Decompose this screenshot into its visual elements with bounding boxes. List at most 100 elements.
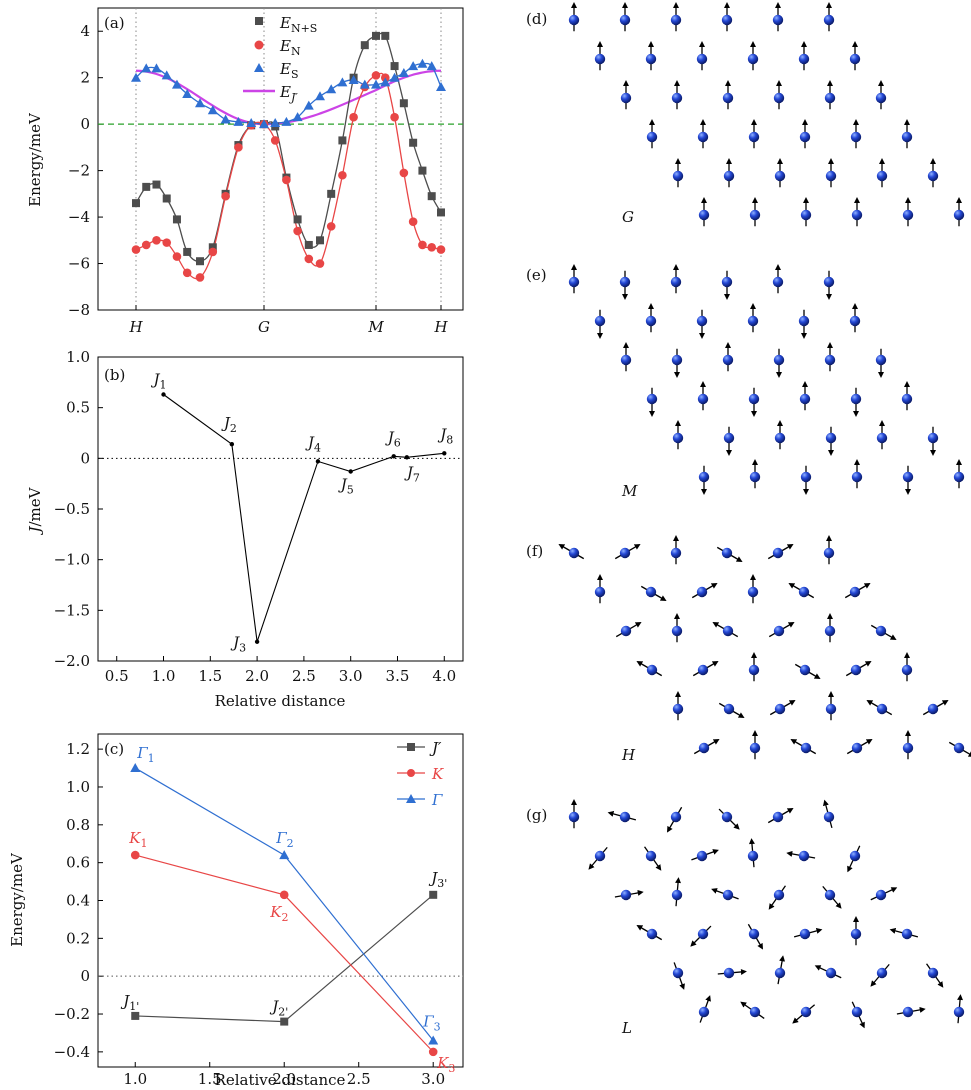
a-kpoint-label: M	[367, 318, 384, 336]
b-xtick-label: 2.5	[292, 667, 316, 685]
atom-sphere	[953, 471, 965, 483]
spin-site	[798, 309, 810, 339]
atom-sphere	[721, 14, 733, 26]
spin-site	[824, 80, 836, 110]
spin-site	[748, 387, 760, 417]
atom-sphere	[774, 967, 786, 979]
atom-sphere	[698, 209, 710, 221]
data-point	[436, 245, 446, 254]
atom-sphere	[748, 928, 760, 940]
spin-site	[698, 197, 710, 227]
spin-site	[902, 197, 914, 227]
atom-sphere	[849, 850, 861, 862]
data-point	[372, 31, 380, 40]
atom-sphere	[568, 547, 580, 559]
spin-site	[690, 925, 712, 947]
atom-sphere	[696, 53, 708, 65]
b-xtick-label: 1.5	[198, 667, 222, 685]
atom-sphere	[772, 811, 784, 823]
spin-site	[901, 652, 913, 682]
atom-sphere	[902, 742, 914, 754]
spin-site	[768, 885, 786, 910]
atom-sphere	[646, 664, 658, 676]
spin-site	[901, 381, 913, 411]
c-point-label: Γ2	[275, 829, 293, 850]
atom-sphere	[849, 315, 861, 327]
spin-site	[671, 80, 683, 110]
a-ytick-label: −4	[68, 208, 90, 226]
data-point	[304, 240, 313, 249]
spin-site	[846, 738, 873, 755]
a-kpoint-label: G	[258, 318, 270, 336]
atom-sphere	[698, 742, 710, 754]
data-point	[292, 112, 303, 122]
spin-site	[927, 158, 939, 188]
spin-site	[747, 838, 759, 868]
atom-sphere	[772, 14, 784, 26]
atom-sphere	[748, 131, 760, 143]
atom-sphere	[927, 967, 939, 979]
atom-sphere	[747, 586, 759, 598]
atom-sphere	[800, 471, 812, 483]
spin-site	[614, 889, 644, 901]
spin-site	[850, 916, 862, 946]
data-point	[270, 117, 281, 127]
atom-sphere	[721, 811, 733, 823]
atom-sphere	[749, 1006, 761, 1018]
data-point	[381, 31, 390, 40]
spin-site	[876, 420, 888, 450]
data-point	[182, 88, 193, 98]
legend-es-label: ES	[279, 60, 299, 81]
data-point	[152, 180, 161, 189]
spin-site	[692, 660, 719, 677]
panel-g-label: (g)	[526, 806, 547, 824]
spin-site	[847, 845, 861, 873]
c-point-label: K1	[128, 829, 147, 850]
legend-jprime-marker	[407, 743, 415, 751]
spin-site	[619, 2, 631, 32]
spin-site	[672, 158, 684, 188]
atom-sphere	[876, 967, 888, 979]
j-point-label: J5	[338, 476, 354, 497]
atom-sphere	[672, 967, 684, 979]
spin-site	[749, 197, 761, 227]
atom-sphere	[696, 586, 708, 598]
c-data-point	[130, 763, 141, 773]
c-data-point	[429, 890, 438, 899]
atom-sphere	[875, 625, 887, 637]
spin-site	[823, 2, 835, 32]
spin-site	[636, 660, 663, 677]
spin-site	[666, 806, 683, 833]
data-point	[371, 79, 381, 89]
spin-site	[767, 807, 794, 824]
spin-site	[671, 613, 683, 643]
data-point	[131, 72, 141, 82]
data-point	[360, 41, 369, 50]
panel-e-name: M	[621, 482, 638, 500]
b-xtick-label: 0.5	[105, 667, 129, 685]
atom-sphere	[619, 547, 631, 559]
spin-site	[712, 621, 739, 638]
spin-site	[866, 699, 893, 716]
data-point	[398, 68, 409, 78]
legend-ens-label: EN+S	[279, 14, 317, 35]
spin-site	[711, 888, 739, 901]
atom-sphere	[953, 1006, 965, 1018]
spin-site	[740, 1001, 765, 1019]
data-point	[427, 242, 437, 252]
spin-site	[823, 535, 835, 565]
atom-sphere	[773, 92, 785, 104]
spin-site	[671, 877, 683, 907]
atom-sphere	[825, 432, 837, 444]
spin-site	[850, 387, 862, 417]
panel-b-label: (b)	[104, 366, 125, 384]
data-point	[348, 75, 359, 85]
spin-site	[922, 699, 949, 716]
spin-site	[799, 119, 811, 149]
spin-site	[948, 741, 971, 758]
spin-site	[844, 582, 871, 599]
c-point-label: K2	[269, 903, 288, 924]
spin-site	[696, 309, 708, 339]
j-point	[348, 469, 353, 474]
